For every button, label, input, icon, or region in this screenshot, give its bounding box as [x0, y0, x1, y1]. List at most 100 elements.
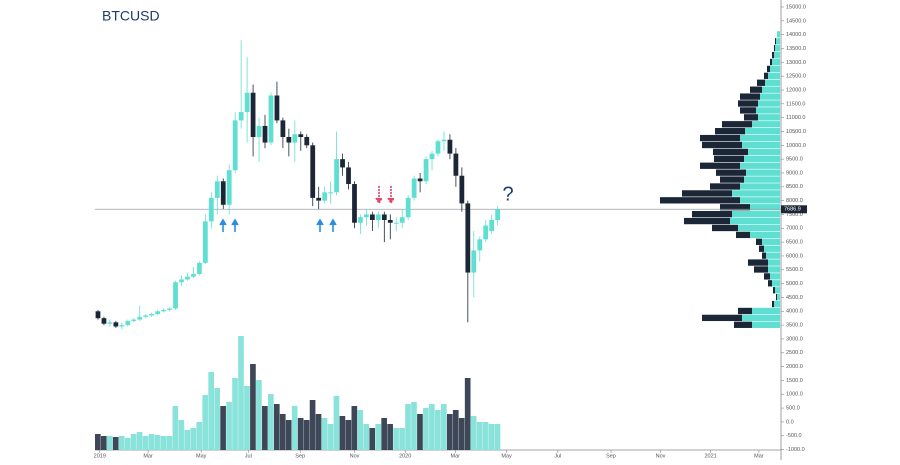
- profile-up: [776, 38, 780, 45]
- volume-bar: [124, 438, 131, 450]
- candle-body: [125, 320, 131, 326]
- volume-bar: [315, 414, 322, 450]
- volume-bar: [321, 418, 328, 450]
- volume-bar: [399, 428, 405, 450]
- profile-up: [772, 280, 780, 287]
- profile-down: [710, 183, 740, 190]
- profile-down: [702, 314, 742, 322]
- volume-bar: [482, 422, 489, 450]
- candle-body: [364, 214, 369, 218]
- candle-body: [459, 175, 465, 204]
- candle-body: [352, 184, 357, 223]
- volume-bar: [291, 406, 298, 450]
- volume-bar: [262, 406, 268, 450]
- candle-body: [107, 322, 113, 324]
- y-tick-label: 10000.0: [786, 143, 806, 149]
- volume-bar: [160, 436, 167, 450]
- profile-up: [762, 238, 780, 245]
- chart-title: BTCUSD: [102, 8, 160, 24]
- volume-bar: [279, 414, 286, 450]
- volume-bar: [464, 378, 471, 450]
- profile-down: [767, 65, 770, 73]
- candle-body: [375, 214, 381, 220]
- profile-down: [722, 121, 752, 128]
- candle-body: [453, 153, 459, 176]
- volume-bar: [405, 404, 411, 450]
- volume-bar: [214, 388, 220, 450]
- volume-bar: [190, 428, 197, 450]
- candle-body: [399, 217, 405, 223]
- candle-body: [256, 125, 262, 138]
- profile-down: [684, 217, 730, 225]
- profile-down: [764, 72, 768, 80]
- profile-down: [757, 79, 765, 86]
- up-arrow: [219, 218, 227, 232]
- volume-bar: [154, 435, 161, 450]
- profile-up: [732, 210, 780, 218]
- candle-body: [334, 159, 339, 193]
- candle-body: [495, 209, 501, 220]
- y-tick-label: 0.0: [786, 419, 794, 425]
- candle-body: [447, 139, 453, 154]
- volume-bar: [303, 420, 310, 450]
- candle-body: [268, 95, 274, 143]
- volume-bar: [136, 432, 143, 450]
- candle-body: [113, 322, 119, 327]
- candle-body: [411, 178, 417, 198]
- candle-body: [465, 203, 471, 273]
- profile-down: [775, 38, 776, 45]
- profile-down: [759, 245, 764, 252]
- volume-bar: [387, 424, 393, 450]
- profile-up: [758, 100, 780, 107]
- annotation: ?: [502, 183, 513, 205]
- volume-bar: [297, 418, 304, 450]
- volume-bar: [393, 428, 399, 450]
- arrows: [219, 186, 395, 232]
- profile-down: [773, 287, 775, 294]
- candle-body: [417, 178, 423, 182]
- x-tick-label: Nov: [350, 453, 360, 459]
- volume-bar: [351, 406, 358, 450]
- volume-bar: [375, 424, 382, 450]
- candle-body: [435, 141, 441, 154]
- candle-body: [369, 214, 375, 220]
- candle-body: [179, 279, 184, 283]
- x-tick-label: Mar: [143, 453, 153, 459]
- profile-down: [712, 224, 738, 232]
- x-tick-label: Mar: [754, 453, 764, 459]
- profile-up: [766, 252, 780, 259]
- candle-body: [191, 273, 196, 277]
- volume-bar: [446, 414, 453, 450]
- profile-up: [752, 321, 780, 328]
- last-price-box: [781, 205, 807, 214]
- profile-up: [746, 169, 780, 176]
- profile-up: [758, 114, 780, 121]
- candle-body: [310, 145, 316, 198]
- volume-bar: [208, 372, 215, 450]
- profile-up: [774, 51, 780, 59]
- x-tick-label: 2021: [704, 453, 716, 459]
- candle-body: [238, 112, 244, 121]
- candle-body: [214, 181, 220, 198]
- y-tick-label: 1000.0: [786, 392, 803, 398]
- x-tick-label: Sep: [295, 453, 305, 459]
- candle-body: [101, 318, 107, 324]
- profile-down: [776, 293, 777, 301]
- candle-body: [286, 137, 292, 143]
- x-tick-label: Jul: [554, 453, 561, 459]
- candle-body: [244, 92, 250, 113]
- volume-bar: [363, 424, 370, 450]
- profile-up: [745, 128, 780, 135]
- profile-down: [748, 259, 768, 266]
- candle-body: [274, 95, 280, 121]
- candle-body: [489, 219, 495, 232]
- candle-body: [292, 134, 298, 143]
- y-tick-label: 10500.0: [786, 129, 806, 135]
- candle-body: [304, 137, 310, 146]
- volume-bar: [142, 436, 149, 450]
- candle-body: [143, 315, 149, 317]
- volume-bar: [100, 436, 107, 450]
- volume-bar: [423, 408, 429, 450]
- volume-bar: [381, 418, 387, 450]
- profile-up: [775, 287, 780, 294]
